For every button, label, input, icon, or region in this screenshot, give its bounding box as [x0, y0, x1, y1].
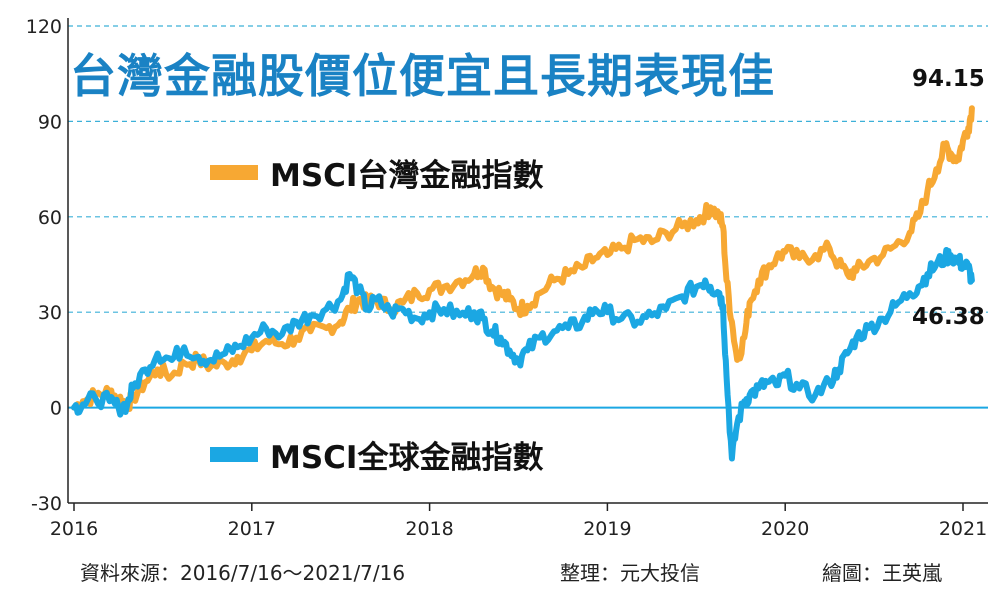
y-tick-label: 90	[38, 111, 62, 133]
x-tick-label: 2019	[583, 518, 631, 540]
legend-global: MSCI全球金融指數	[210, 432, 543, 477]
axes: 120 90 60 30 0 -30 2016 2017 2018 2019 2020 2021	[26, 16, 988, 540]
y-tick-label: 30	[38, 302, 62, 324]
x-tick-label: 2021	[939, 518, 987, 540]
legend-swatch-global	[210, 447, 258, 462]
series-lines	[71, 105, 975, 462]
y-tick-label: 0	[50, 398, 62, 420]
end-value-taiwan: 94.15	[912, 66, 985, 92]
end-value-global: 46.38	[912, 304, 985, 330]
x-tick-label: 2018	[405, 518, 453, 540]
legend-label-taiwan: MSCI台灣金融指數	[270, 158, 544, 194]
artist-note: 繪圖：王英嵐	[822, 561, 942, 585]
y-tick-label: -30	[31, 493, 62, 515]
x-tick-label: 2017	[228, 518, 276, 540]
x-tick-label: 2020	[761, 518, 809, 540]
chart-title: 台灣金融股價位便宜且長期表現佳	[70, 49, 775, 103]
y-tick-label: 120	[26, 16, 62, 38]
series-line-taiwan	[71, 105, 975, 413]
legend-label-global: MSCI全球金融指數	[270, 440, 544, 476]
x-tick-label: 2016	[50, 518, 98, 540]
source-note: 資料來源：2016/7/16～2021/7/16	[80, 561, 406, 585]
organizer-note: 整理：元大投信	[560, 561, 700, 585]
grid	[68, 25, 988, 409]
series-line-global	[71, 247, 975, 462]
legend-taiwan: MSCI台灣金融指數	[210, 150, 543, 195]
y-tick-label: 60	[38, 207, 62, 229]
legend-swatch-taiwan	[210, 165, 258, 180]
